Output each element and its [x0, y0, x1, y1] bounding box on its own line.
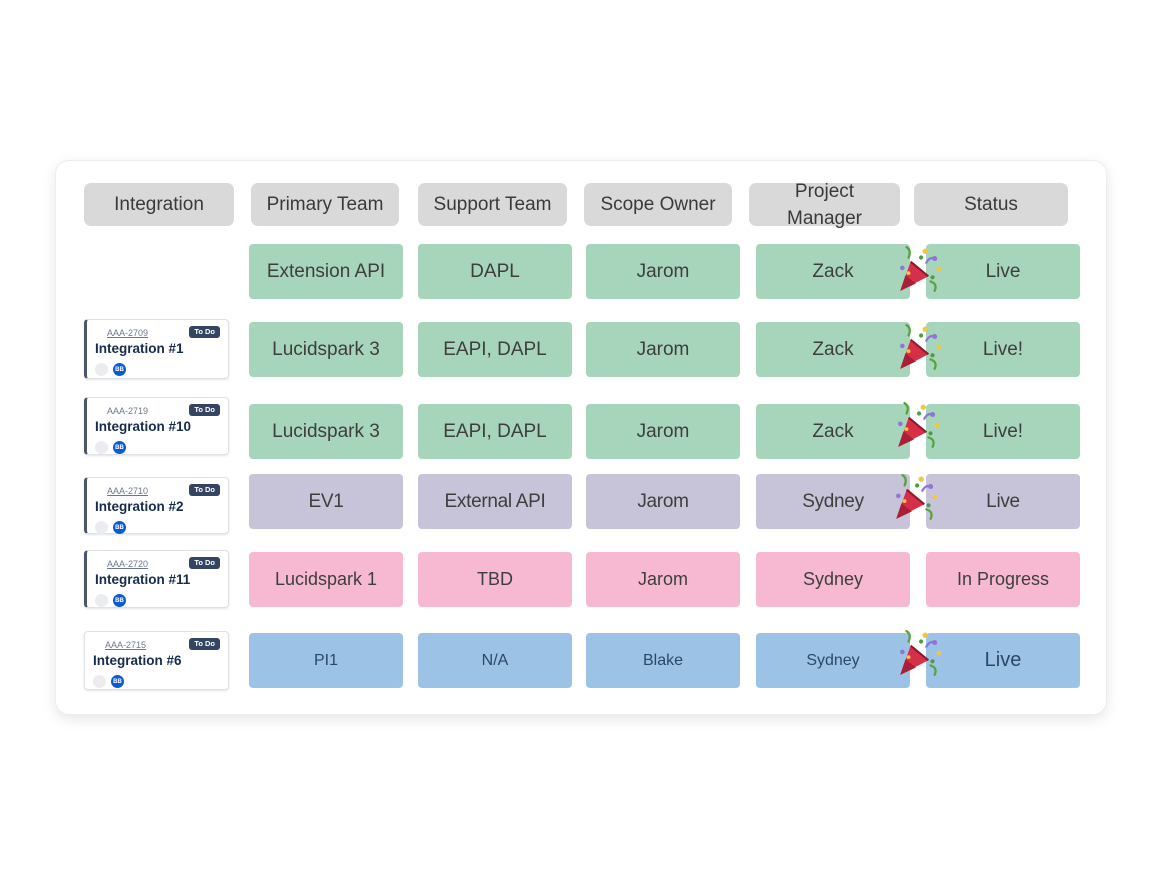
cell-status[interactable]: Live! — [926, 322, 1080, 377]
issue-key-link[interactable]: AAA-2720 — [107, 559, 149, 569]
column-header-primary-team[interactable]: Primary Team — [251, 183, 399, 226]
board-panel: Integration Primary Team Support Team Sc… — [55, 160, 1107, 715]
assignee-avatar: BB — [113, 521, 126, 534]
cell-scope-owner[interactable]: Jarom — [586, 244, 740, 299]
card-header: AAA-2715 To Do — [93, 638, 220, 650]
issue-key-link[interactable]: AAA-2715 — [105, 640, 147, 650]
issue-type-icon — [95, 441, 108, 454]
column-header-label: Primary Team — [266, 194, 384, 215]
column-header-label: Support Team — [433, 194, 552, 215]
card-header: AAA-2709 To Do — [95, 326, 220, 338]
column-header-label: Integration — [114, 194, 204, 215]
cell-primary-team[interactable]: Lucidspark 3 — [249, 322, 403, 377]
status-badge: To Do — [189, 557, 220, 569]
cell-support-team[interactable]: N/A — [418, 633, 572, 688]
card-title: Integration #2 — [95, 499, 184, 514]
issue-type-icon — [95, 363, 108, 376]
status-badge: To Do — [189, 404, 220, 416]
party-popper-icon[interactable] — [894, 629, 944, 679]
cell-status[interactable]: Live — [926, 633, 1080, 688]
cell-scope-owner[interactable]: Jarom — [586, 552, 740, 607]
party-popper-icon[interactable] — [892, 401, 942, 451]
cell-primary-team[interactable]: PI1 — [249, 633, 403, 688]
party-popper-icon[interactable] — [890, 473, 940, 523]
card-footer: BB — [95, 441, 220, 454]
cell-support-team[interactable]: EAPI, DAPL — [418, 322, 572, 377]
cell-primary-team[interactable]: Lucidspark 1 — [249, 552, 403, 607]
card-footer: BB — [95, 521, 220, 534]
card-header: AAA-2710 To Do — [95, 484, 220, 496]
cell-support-team[interactable]: DAPL — [418, 244, 572, 299]
cell-primary-team[interactable]: Lucidspark 3 — [249, 404, 403, 459]
column-header-label: Status — [964, 194, 1018, 215]
issue-type-icon — [95, 594, 108, 607]
jira-card-integration-6[interactable]: AAA-2715 To Do Integration #6 BB — [84, 631, 229, 690]
column-header-label: Scope Owner — [600, 194, 716, 215]
cell-status[interactable]: Live! — [926, 404, 1080, 459]
issue-key-link[interactable]: AAA-2709 — [107, 328, 149, 338]
issue-key-link[interactable]: AAA-2710 — [107, 486, 149, 496]
card-footer: BB — [93, 675, 220, 688]
issue-key-link[interactable]: AAA-2719 — [107, 406, 149, 416]
card-title: Integration #10 — [95, 419, 192, 434]
card-footer: BB — [95, 594, 220, 607]
card-footer: BB — [95, 363, 220, 376]
status-badge: To Do — [189, 484, 220, 496]
card-title: Integration #11 — [95, 572, 191, 587]
cell-status[interactable]: In Progress — [926, 552, 1080, 607]
column-header-status[interactable]: Status — [914, 183, 1068, 226]
party-popper-icon[interactable] — [894, 323, 944, 373]
column-header-project-manager[interactable]: Project Manager — [749, 181, 900, 229]
column-header-label: Project Manager — [787, 180, 862, 229]
party-popper-icon[interactable] — [894, 245, 944, 295]
assignee-avatar: BB — [111, 675, 124, 688]
jira-card-integration-10[interactable]: AAA-2719 To Do Integration #10 BB — [84, 397, 229, 455]
column-header-support-team[interactable]: Support Team — [418, 183, 567, 226]
cell-scope-owner[interactable]: Jarom — [586, 322, 740, 377]
cell-project-manager[interactable]: Zack — [756, 322, 910, 377]
issue-type-icon — [95, 521, 108, 534]
jira-card-integration-1[interactable]: AAA-2709 To Do Integration #1 BB — [84, 319, 229, 379]
cell-status[interactable]: Live — [926, 474, 1080, 529]
issue-type-icon — [93, 675, 106, 688]
cell-scope-owner[interactable]: Jarom — [586, 404, 740, 459]
assignee-avatar: BB — [113, 363, 126, 376]
cell-support-team[interactable]: EAPI, DAPL — [418, 404, 572, 459]
cell-project-manager[interactable]: Sydney — [756, 633, 910, 688]
card-title: Integration #6 — [93, 653, 182, 668]
assignee-avatar: BB — [113, 441, 126, 454]
card-title: Integration #1 — [95, 341, 184, 356]
card-header: AAA-2720 To Do — [95, 557, 220, 569]
cell-support-team[interactable]: External API — [418, 474, 572, 529]
column-header-integration[interactable]: Integration — [84, 183, 234, 226]
status-badge: To Do — [189, 638, 220, 650]
status-badge: To Do — [189, 326, 220, 338]
jira-card-integration-2[interactable]: AAA-2710 To Do Integration #2 BB — [84, 477, 229, 534]
cell-scope-owner[interactable]: Jarom — [586, 474, 740, 529]
cell-project-manager[interactable]: Sydney — [756, 474, 910, 529]
cell-project-manager[interactable]: Sydney — [756, 552, 910, 607]
jira-card-integration-11[interactable]: AAA-2720 To Do Integration #11 BB — [84, 550, 229, 608]
column-header-scope-owner[interactable]: Scope Owner — [584, 183, 732, 226]
cell-project-manager[interactable]: Zack — [756, 404, 910, 459]
cell-scope-owner[interactable]: Blake — [586, 633, 740, 688]
card-header: AAA-2719 To Do — [95, 404, 220, 416]
cell-project-manager[interactable]: Zack — [756, 244, 910, 299]
cell-primary-team[interactable]: Extension API — [249, 244, 403, 299]
cell-status[interactable]: Live — [926, 244, 1080, 299]
cell-primary-team[interactable]: EV1 — [249, 474, 403, 529]
assignee-avatar: BB — [113, 594, 126, 607]
cell-support-team[interactable]: TBD — [418, 552, 572, 607]
